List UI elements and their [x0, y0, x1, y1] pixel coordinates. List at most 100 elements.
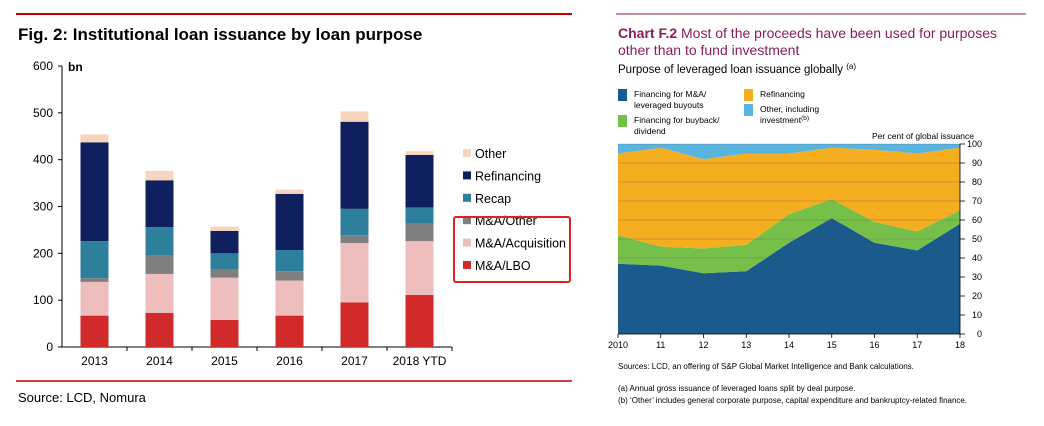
- right-footnote-b: (b) ‘Other’ includes general corporate p…: [618, 396, 967, 405]
- right-legend-line1-financing-for-m-a-leveraged-buyouts: Financing for M&A/: [634, 89, 707, 99]
- right-x-tick-label-11: 11: [656, 340, 665, 350]
- left-x-tick-label-2013: 2013: [81, 354, 108, 368]
- right-y-tick-label-30: 30: [972, 272, 982, 282]
- right-legend-line1-financing-for-buyback-dividend: Financing for buyback/: [634, 115, 720, 125]
- left-x-tick-label-2017: 2017: [341, 354, 368, 368]
- left-x-tick-label-2015: 2015: [211, 354, 238, 368]
- right-y-tick-label-50: 50: [972, 234, 982, 244]
- bar-other-2018-ytd: [405, 151, 434, 155]
- bar-refinancing-2014: [145, 180, 174, 228]
- bar-refinancing-2018-ytd: [405, 154, 434, 208]
- bar-recap-2018-ytd: [405, 207, 434, 224]
- right-title-prefix: Chart F.2: [618, 25, 677, 41]
- left-legend-swatch-m-a-acquisition: [463, 238, 471, 247]
- left-legend-label-other: Other: [475, 147, 506, 161]
- right-legend-swatch-financing-for-buyback-dividend: [618, 115, 627, 127]
- right-title-line1: Most of the proceeds have been used for …: [681, 25, 997, 41]
- left-legend-swatch-m-a-other: [463, 216, 471, 225]
- right-legend-line2-financing-for-m-a-leveraged-buyouts: leveraged buyouts: [634, 100, 703, 110]
- right-axis-note: Per cent of global issuance: [872, 131, 974, 141]
- right-x-tick-label-14: 14: [784, 340, 794, 350]
- bar-other-2015: [210, 226, 239, 231]
- left-y-tick-label-100: 100: [33, 293, 53, 307]
- bar-m-a-lbo-2018-ytd: [405, 295, 434, 347]
- right-y-tick-label-80: 80: [972, 177, 982, 187]
- right-source-note: Sources: LCD, an offering of S&P Global …: [618, 362, 914, 371]
- right-x-tick-label-12: 12: [698, 340, 708, 350]
- left-unit-label: bn: [68, 60, 83, 74]
- bar-m-a-lbo-2014: [145, 312, 174, 347]
- bar-m-a-lbo-2016: [275, 315, 304, 347]
- left-x-tick-label-2014: 2014: [146, 354, 173, 368]
- left-legend-label-m-a-lbo: M&A/LBO: [475, 259, 531, 273]
- bar-recap-2017: [340, 208, 369, 236]
- right-title-line2: other than to fund investment: [618, 42, 799, 58]
- bar-m-a-other-2014: [145, 255, 174, 274]
- bar-m-a-lbo-2013: [80, 315, 109, 347]
- bar-other-2017: [340, 111, 369, 122]
- right-subtitle-footnote-ref: (a): [846, 62, 856, 71]
- right-y-tick-label-40: 40: [972, 253, 982, 263]
- right-subtitle-text: Purpose of leveraged loan issuance globa…: [618, 64, 843, 76]
- left-y-tick-label-600: 600: [33, 59, 53, 73]
- right-x-tick-label-15: 15: [827, 340, 837, 350]
- left-chart-svg: Fig. 2: Institutional loan issuance by l…: [16, 13, 572, 405]
- bar-m-a-acquisition-2014: [145, 273, 174, 313]
- right-legend-line1-refinancing: Refinancing: [760, 89, 805, 99]
- left-legend-swatch-m-a-lbo: [463, 261, 471, 269]
- right-plot-area: 0 10 20 30 40 50 60 70 80 90 100 2010 11 12 13 14 15 16 17…: [608, 139, 982, 350]
- bar-other-2016: [275, 189, 304, 194]
- bar-m-a-other-2017: [340, 235, 369, 244]
- bar-m-a-other-2016: [275, 271, 304, 281]
- ma-legend-highlight-box: [453, 216, 571, 283]
- bar-other-2014: [145, 170, 174, 181]
- left-y-tick-label-400: 400: [33, 153, 53, 167]
- bar-refinancing-2013: [80, 142, 109, 242]
- left-legend-swatch-refinancing: [463, 171, 471, 180]
- left-y-tick-label-500: 500: [33, 106, 53, 120]
- left-x-tick-label-2016: 2016: [276, 354, 303, 368]
- bar-recap-2013: [80, 241, 109, 279]
- left-legend-swatch-other: [463, 149, 471, 157]
- right-x-tick-label-13: 13: [741, 340, 751, 350]
- right-x-tick-label-16: 16: [869, 340, 879, 350]
- left-y-tick-label-300: 300: [33, 200, 53, 214]
- right-chart-panel: Chart F.2 Most of the proceeds have been…: [596, 0, 1044, 421]
- right-chart-title: Chart F.2 Most of the proceeds have been…: [618, 25, 1001, 58]
- bar-m-a-lbo-2017: [340, 302, 369, 347]
- right-legend-footnote-ref: (b): [801, 115, 809, 122]
- left-y-tick-label-200: 200: [33, 246, 53, 260]
- bar-m-a-acquisition-2016: [275, 280, 304, 316]
- left-chart-title: Fig. 2: Institutional loan issuance by l…: [18, 25, 422, 44]
- area-financing-for-m-a-leveraged-buyouts: [618, 218, 960, 334]
- bar-m-a-lbo-2015: [210, 319, 239, 347]
- right-y-tick-label-90: 90: [972, 158, 982, 168]
- right-x-tick-label-2010: 2010: [608, 340, 628, 350]
- bar-m-a-acquisition-2013: [80, 281, 109, 316]
- right-x-tick-label-18: 18: [955, 340, 965, 350]
- right-legend: Financing for M&A/leveraged buyouts Refin…: [618, 89, 819, 136]
- bar-m-a-acquisition-2015: [210, 277, 239, 320]
- right-y-tick-label-60: 60: [972, 215, 982, 225]
- left-y-tick-label-0: 0: [46, 340, 53, 354]
- left-legend-label-refinancing: Refinancing: [475, 169, 541, 183]
- left-legend-label-m-a-acquisition: M&A/Acquisition: [475, 237, 566, 251]
- left-legend-label-recap: Recap: [475, 192, 511, 206]
- area-other-including-investment: [618, 144, 960, 160]
- bar-m-a-other-2013: [80, 278, 109, 282]
- right-chart-subtitle: Purpose of leveraged loan issuance globa…: [618, 62, 856, 76]
- bar-m-a-acquisition-2018-ytd: [405, 241, 434, 296]
- bar-recap-2014: [145, 227, 174, 256]
- right-legend-line2-other-including-investment: investment(b): [760, 115, 809, 125]
- bar-recap-2016: [275, 250, 304, 272]
- right-y-tick-label-100: 100: [967, 139, 982, 149]
- right-y-tick-label-20: 20: [972, 291, 982, 301]
- bar-m-a-acquisition-2017: [340, 243, 369, 303]
- bar-m-a-other-2018-ytd: [405, 223, 434, 242]
- left-plot-area: 0 100 200 300 400 500 600 2013 2014 2015 2016 2017 2…: [33, 59, 566, 368]
- left-x-tick-label-2018-ytd: 2018 YTD: [393, 354, 447, 368]
- right-legend-swatch-other-including-investment: [744, 104, 753, 116]
- right-y-tick-label-70: 70: [972, 196, 982, 206]
- right-y-tick-label-10: 10: [972, 310, 982, 320]
- right-chart-svg: Chart F.2 Most of the proceeds have been…: [608, 13, 1026, 405]
